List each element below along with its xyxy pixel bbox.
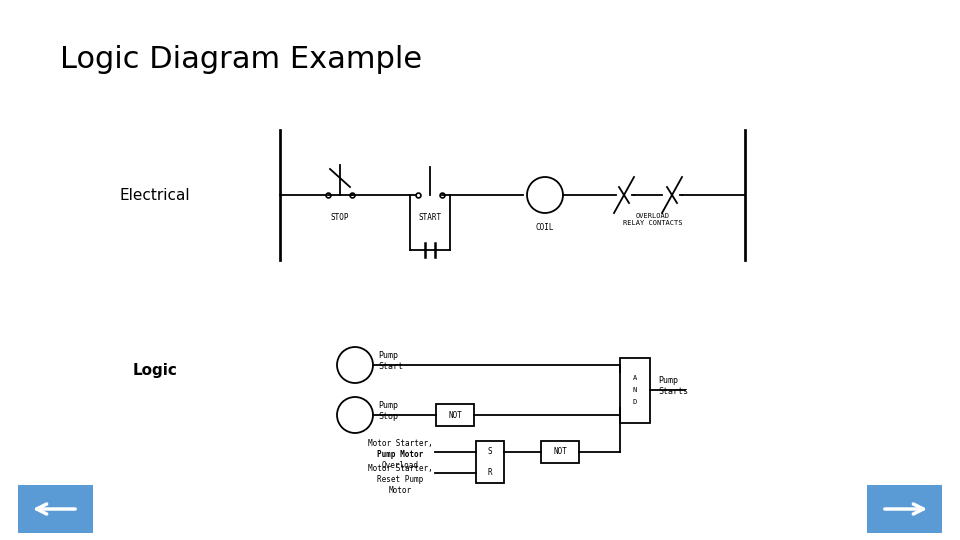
- Text: Pump
Starts: Pump Starts: [658, 376, 688, 396]
- Text: S: S: [488, 447, 492, 456]
- Text: NOT: NOT: [448, 410, 462, 420]
- Text: Overload: Overload: [381, 461, 419, 470]
- Text: D: D: [633, 399, 637, 405]
- Text: Pump Motor: Pump Motor: [377, 450, 423, 459]
- Text: Motor Starter,: Motor Starter,: [368, 439, 432, 448]
- Text: Motor: Motor: [389, 486, 412, 495]
- Text: Logic: Logic: [132, 362, 178, 377]
- Text: Electrical: Electrical: [120, 187, 190, 202]
- FancyBboxPatch shape: [18, 485, 93, 533]
- Text: A: A: [633, 375, 637, 381]
- Text: Motor Starter,: Motor Starter,: [368, 464, 432, 473]
- Text: START: START: [419, 213, 442, 222]
- Text: Logic Diagram Example: Logic Diagram Example: [60, 45, 422, 74]
- Text: NOT: NOT: [553, 447, 567, 456]
- Text: Pump
Stop: Pump Stop: [378, 401, 398, 421]
- Text: COIL: COIL: [536, 223, 554, 232]
- Text: OVERLOAD
RELAY CONTACTS: OVERLOAD RELAY CONTACTS: [623, 213, 683, 226]
- Text: R: R: [488, 468, 492, 477]
- Text: N: N: [633, 387, 637, 393]
- Text: Pump
Start: Pump Start: [378, 352, 403, 370]
- Text: Reset Pump: Reset Pump: [377, 475, 423, 484]
- Text: STOP: STOP: [331, 213, 349, 222]
- FancyBboxPatch shape: [867, 485, 942, 533]
